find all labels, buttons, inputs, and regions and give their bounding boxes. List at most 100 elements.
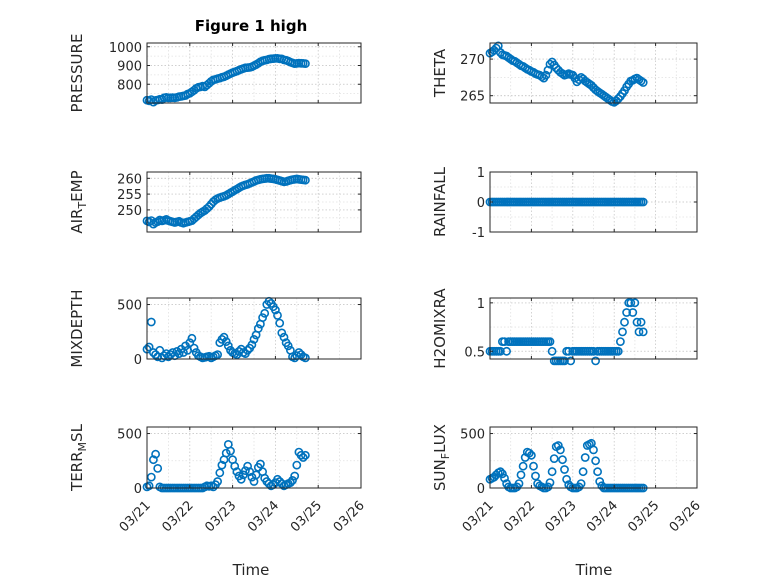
data-point: [622, 308, 631, 317]
data-point: [247, 340, 257, 350]
plot-area: [147, 427, 361, 488]
x-tick-label: 03/24: [245, 498, 282, 535]
data-points: [142, 54, 310, 107]
data-point: [495, 467, 505, 477]
tick-marks: [146, 43, 362, 103]
data-point: [204, 202, 214, 212]
grid-lines: [147, 43, 361, 103]
data-point: [547, 467, 557, 477]
data-point: [146, 317, 156, 327]
data-point: [527, 450, 536, 460]
data-point: [283, 341, 293, 351]
data-point: [253, 324, 263, 333]
y-tick-label: 0: [134, 482, 142, 497]
data-point: [636, 317, 646, 327]
data-point: [500, 337, 509, 346]
data-point: [153, 463, 163, 473]
data-point: [290, 471, 300, 481]
axes-box: [489, 426, 698, 489]
subplot-mixdepth: 0 500 MIXDEPTH: [68, 289, 362, 368]
x-tick-label: 03/24: [584, 498, 621, 535]
y-axis-label: AIRTEMP: [68, 170, 89, 233]
data-point: [146, 472, 156, 482]
data-point: [626, 298, 636, 308]
data-point: [300, 175, 310, 185]
data-point: [566, 356, 576, 366]
data-point: [613, 94, 623, 103]
y-axis-label: SUNFLUX: [431, 424, 452, 491]
data-point: [215, 468, 225, 478]
data-point: [285, 478, 295, 487]
axes-box: [489, 297, 698, 360]
y-tick-label: -1: [472, 226, 485, 241]
data-point: [219, 332, 229, 342]
data-point: [185, 338, 195, 348]
data-point: [260, 308, 270, 318]
x-tick-label: 03/22: [501, 498, 538, 535]
axes-box: [146, 171, 362, 233]
data-point: [553, 441, 563, 450]
grid-lines: [147, 427, 361, 488]
data-point: [564, 346, 574, 356]
data-point: [562, 474, 571, 484]
data-point: [300, 450, 310, 460]
axes-box: [489, 42, 698, 104]
data-point: [580, 453, 590, 462]
subplot-terr-msl: 0 500 03/21 03/22 03/23 03/24 03/25 03/26 TERRMS…: [68, 423, 368, 535]
data-point: [616, 337, 625, 346]
y-tick-label: 255: [117, 188, 142, 203]
y-tick-label: 1000: [109, 41, 142, 56]
data-point: [236, 474, 246, 484]
data-point: [296, 450, 306, 460]
grid-lines: [490, 43, 697, 103]
grid-lines: [147, 298, 361, 359]
y-axis-label: H2OMIXRA: [431, 288, 449, 369]
data-point: [213, 477, 222, 486]
data-point: [589, 445, 598, 455]
data-point: [556, 445, 565, 455]
axes-box: [146, 297, 362, 360]
data-point: [516, 470, 526, 480]
data-point: [292, 460, 302, 470]
y-tick-label: 1: [477, 297, 485, 312]
x-tick-label: 03/22: [160, 498, 197, 535]
data-point: [514, 479, 524, 488]
y-axis-label: MIXDEPTH: [68, 289, 86, 367]
data-point: [221, 448, 231, 458]
data-point: [591, 456, 600, 466]
data-point: [249, 334, 259, 344]
x-tick-label: 03/25: [288, 498, 325, 535]
subplot-rainfall: -1 0 1 RAINFALL: [431, 166, 698, 241]
y-tick-label: 0: [477, 196, 485, 211]
y-tick-label: 260: [117, 172, 142, 187]
data-point: [208, 482, 218, 492]
data-point: [298, 453, 308, 462]
y-tick-label: 900: [117, 60, 142, 75]
data-point: [243, 461, 252, 471]
data-point: [221, 337, 231, 346]
data-point: [589, 346, 598, 356]
tick-marks: [146, 298, 362, 360]
y-axis-label: RAINFALL: [431, 166, 449, 237]
data-point: [541, 70, 551, 80]
y-tick-label: 1: [477, 166, 485, 181]
data-point: [558, 69, 567, 79]
data-point: [300, 353, 310, 363]
y-axis-label: TERRMSL: [68, 423, 89, 492]
subplot-theta: 265 270 THETA: [431, 41, 698, 107]
data-point: [277, 328, 287, 338]
y-tick-label: 500: [117, 299, 142, 314]
y-tick-label: 265: [460, 90, 485, 105]
y-tick-label: 0: [477, 482, 485, 497]
data-point: [230, 461, 240, 471]
axes-box: [146, 42, 362, 104]
data-points: [485, 41, 648, 107]
data-point: [500, 473, 509, 483]
data-point: [576, 479, 586, 488]
tick-marks: [146, 172, 362, 232]
subplot-h2omixra: 0.5 1 H2OMIXRA: [431, 288, 698, 369]
y-tick-label: 800: [117, 78, 142, 93]
x-tick-label: 03/21: [460, 498, 497, 535]
